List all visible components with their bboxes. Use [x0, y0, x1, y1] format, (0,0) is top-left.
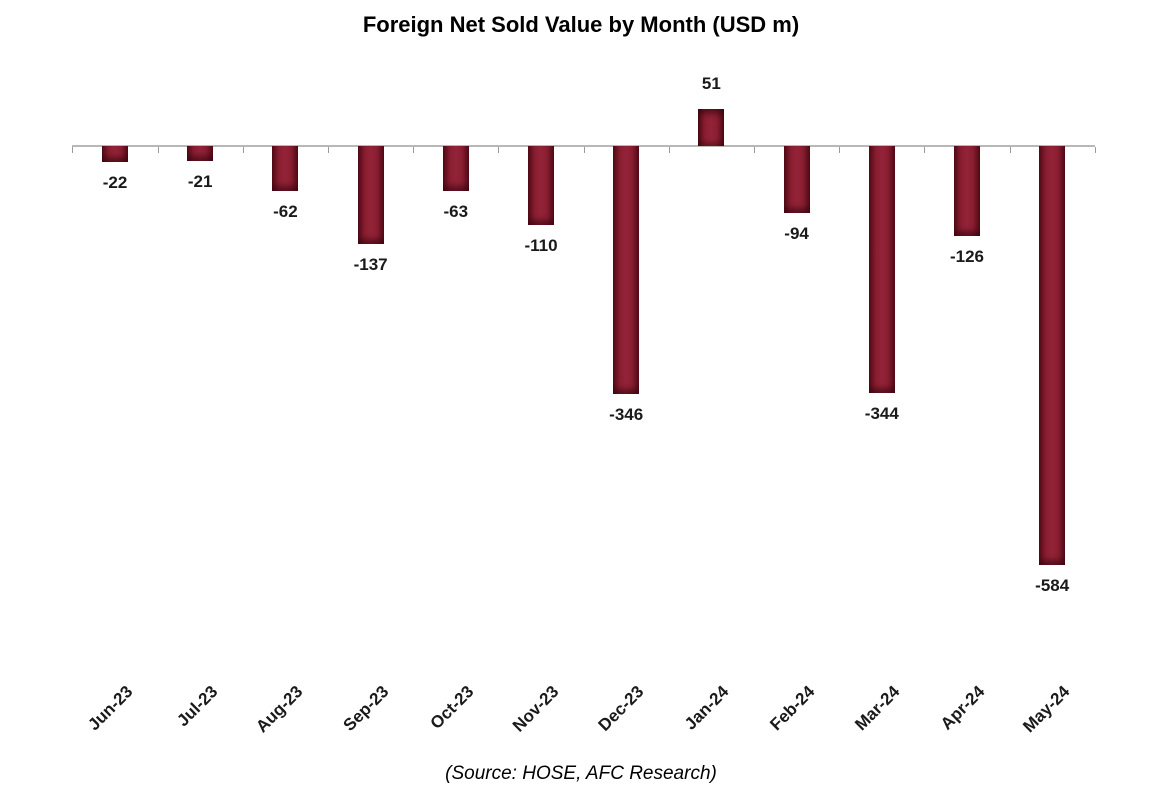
value-label-apr-24: -126	[949, 247, 985, 266]
bar-sep-23	[357, 146, 384, 244]
bar-nov-23	[528, 146, 554, 225]
bar-jul-23	[187, 146, 214, 161]
x-axis-tick	[584, 147, 585, 153]
bar-oct-23	[442, 146, 469, 191]
bar-jan-24	[698, 109, 725, 146]
bar-aug-23	[272, 146, 299, 191]
bar-jun-23	[102, 146, 128, 162]
x-axis-tick	[669, 147, 670, 153]
x-axis-label-sep-23: Sep-23	[339, 682, 393, 735]
value-label-may-24: -584	[1035, 576, 1070, 595]
value-label-sep-23: -137	[353, 255, 388, 274]
value-label-mar-24: -344	[864, 404, 899, 423]
x-axis-tick	[72, 147, 73, 153]
value-label-jan-24: 51	[701, 74, 721, 93]
x-axis-tick	[754, 147, 755, 153]
value-label-jun-23: -22	[102, 173, 128, 192]
value-label-nov-23: -110	[524, 236, 558, 255]
x-axis-label-jan-24: Jan-24	[681, 682, 733, 734]
x-axis-tick	[498, 147, 499, 153]
x-axis-tick	[328, 147, 329, 153]
x-axis-label-may-24: May-24	[1019, 682, 1074, 737]
x-axis-label-jun-23: Jun-23	[84, 682, 137, 735]
value-label-feb-24: -94	[784, 224, 809, 243]
x-axis-label-oct-23: Oct-23	[426, 682, 478, 733]
x-axis-label-apr-24: Apr-24	[936, 682, 989, 734]
value-label-dec-23: -346	[609, 405, 644, 424]
x-axis-label-aug-23: Aug-23	[252, 682, 307, 737]
bar-feb-24	[783, 146, 810, 213]
x-axis-label-mar-24: Mar-24	[851, 682, 904, 735]
x-axis-tick	[924, 147, 925, 153]
x-axis-label-jul-23: Jul-23	[173, 682, 222, 731]
chart-title: Foreign Net Sold Value by Month (USD m)	[362, 12, 800, 37]
x-axis-label-nov-23: Nov-23	[508, 682, 563, 736]
x-axis-tick	[413, 147, 414, 153]
value-label-oct-23: -63	[443, 202, 469, 221]
bar-mar-24	[868, 146, 895, 393]
bar-may-24	[1039, 146, 1066, 565]
x-axis-label-feb-24: Feb-24	[765, 682, 819, 735]
bar-dec-23	[613, 146, 640, 394]
value-label-jul-23: -21	[187, 172, 213, 191]
x-axis-line	[72, 145, 1095, 147]
x-axis-label-dec-23: Dec-23	[594, 682, 648, 735]
source-note: (Source: HOSE, AFC Research)	[445, 763, 717, 784]
x-axis-tick	[839, 147, 840, 153]
value-label-aug-23: -62	[273, 202, 298, 221]
x-axis-tick	[1010, 147, 1011, 153]
x-axis-tick	[158, 147, 159, 153]
bar-apr-24	[954, 146, 980, 236]
x-axis-tick	[1095, 147, 1096, 153]
x-axis-tick	[243, 147, 244, 153]
